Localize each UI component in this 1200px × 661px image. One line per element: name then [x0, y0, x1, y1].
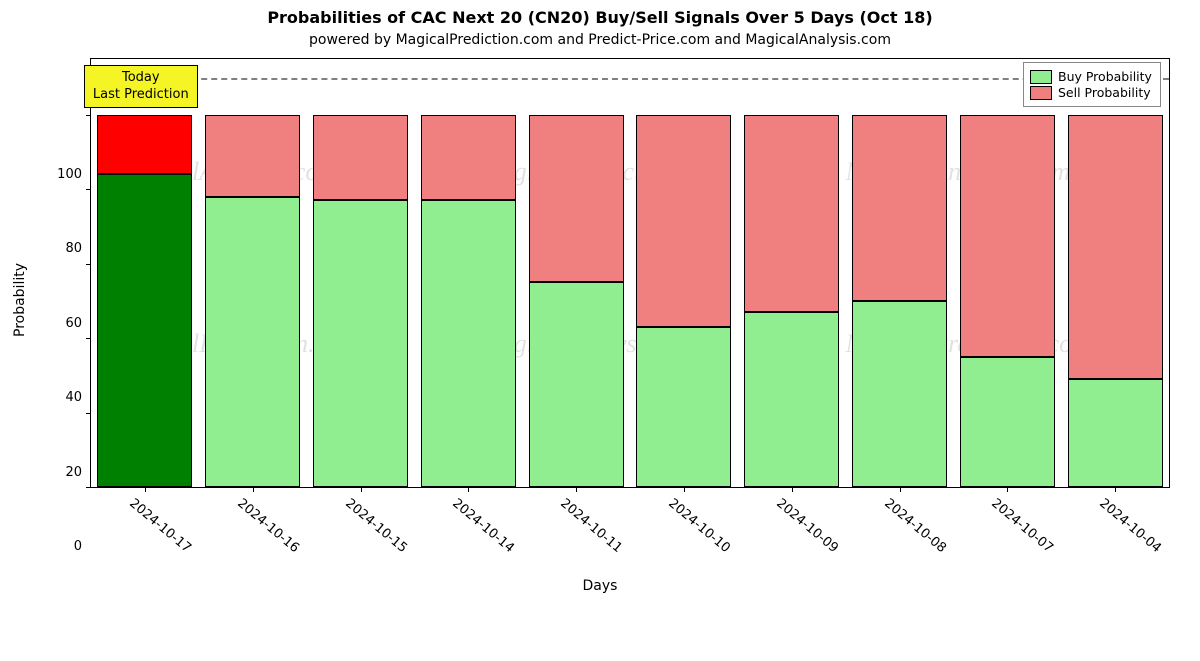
ytick-mark	[86, 189, 91, 190]
ytick-mark	[86, 115, 91, 116]
plot-area: MagicalAnalysis.comMagicalPrediction.com…	[90, 58, 1170, 488]
bar-sell	[205, 115, 300, 197]
bar-sell	[421, 115, 516, 201]
bar-buy	[313, 200, 408, 487]
xtick-label: 2024-10-08	[881, 496, 949, 556]
bar-group	[744, 59, 839, 487]
legend-label-buy: Buy Probability	[1058, 69, 1152, 84]
bar-sell	[97, 115, 192, 175]
bar-group	[960, 59, 1055, 487]
bar-group	[97, 59, 192, 487]
bar-buy	[1068, 379, 1163, 487]
bar-group	[421, 59, 516, 487]
xtick-mark	[1007, 487, 1008, 492]
ytick-label: 100	[42, 167, 82, 289]
bar-buy	[421, 200, 516, 487]
legend: Buy ProbabilitySell Probability	[1023, 62, 1161, 107]
xtick-mark	[468, 487, 469, 492]
bar-buy	[636, 327, 731, 487]
xtick-label: 2024-10-15	[342, 496, 410, 556]
bar-sell	[960, 115, 1055, 357]
today-line2: Last Prediction	[93, 87, 189, 103]
bar-sell	[636, 115, 731, 327]
xtick-label: 2024-10-10	[665, 496, 733, 556]
y-axis-label: Probability	[12, 263, 28, 337]
bar-buy	[529, 282, 624, 487]
xtick-mark	[684, 487, 685, 492]
xtick-label: 2024-10-04	[1096, 496, 1164, 556]
ytick-mark	[86, 338, 91, 339]
xtick-label: 2024-10-09	[773, 496, 841, 556]
bar-buy	[960, 357, 1055, 487]
bar-sell	[744, 115, 839, 312]
bar-sell	[313, 115, 408, 201]
xtick-mark	[900, 487, 901, 492]
xtick-mark	[792, 487, 793, 492]
ytick-mark	[86, 487, 91, 488]
today-line1: Today	[93, 70, 189, 86]
today-annotation: TodayLast Prediction	[84, 65, 198, 108]
xtick-mark	[576, 487, 577, 492]
chart-subtitle: powered by MagicalPrediction.com and Pre…	[0, 32, 1200, 48]
bar-buy	[744, 312, 839, 487]
legend-swatch-sell	[1030, 86, 1052, 100]
legend-row-buy: Buy Probability	[1030, 69, 1152, 84]
bar-buy	[852, 301, 947, 487]
bar-sell	[529, 115, 624, 282]
bar-sell	[852, 115, 947, 301]
legend-row-sell: Sell Probability	[1030, 85, 1152, 100]
xtick-label: 2024-10-07	[989, 496, 1057, 556]
xtick-label: 2024-10-17	[126, 496, 194, 556]
xtick-mark	[361, 487, 362, 492]
legend-swatch-buy	[1030, 70, 1052, 84]
xtick-mark	[1115, 487, 1116, 492]
xtick-label: 2024-10-11	[557, 496, 625, 556]
bar-group	[636, 59, 731, 487]
bar-group	[852, 59, 947, 487]
bar-group	[205, 59, 300, 487]
xtick-mark	[145, 487, 146, 492]
bar-buy	[97, 174, 192, 487]
xtick-label: 2024-10-14	[450, 496, 518, 556]
ytick-mark	[86, 413, 91, 414]
xtick-label: 2024-10-16	[234, 496, 302, 556]
ytick-mark	[86, 264, 91, 265]
bar-buy	[205, 197, 300, 487]
x-axis-label: Days	[583, 578, 618, 594]
bar-group	[1068, 59, 1163, 487]
xtick-mark	[253, 487, 254, 492]
legend-label-sell: Sell Probability	[1058, 85, 1151, 100]
bar-sell	[1068, 115, 1163, 379]
bar-group	[313, 59, 408, 487]
bar-group	[529, 59, 624, 487]
chart-title: Probabilities of CAC Next 20 (CN20) Buy/…	[0, 8, 1200, 27]
